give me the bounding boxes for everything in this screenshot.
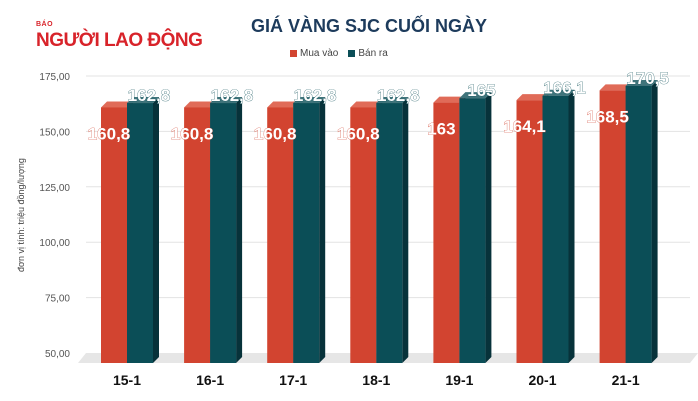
x-tick-label: 15-1 [113, 372, 141, 388]
bar-side [319, 97, 326, 363]
bar-side [568, 89, 575, 363]
legend-item-ban-ra: Bán ra [348, 48, 388, 59]
bar-side [402, 97, 409, 363]
y-tick-label: 175,00 [39, 72, 70, 83]
x-tick-label: 21-1 [612, 372, 640, 388]
data-label: 165 [467, 81, 495, 100]
bar-top [267, 101, 300, 108]
legend-label: Mua vào [300, 48, 339, 59]
logo-small: BÁO [36, 21, 54, 28]
bar-top [101, 101, 133, 108]
y-tick-label: 150,00 [39, 127, 70, 138]
legend-swatch [348, 49, 356, 57]
y-axis-label: đơn vị tính: triệu đồng/lượng [16, 158, 26, 272]
legend-label: Bán ra [358, 48, 388, 59]
x-tick-label: 20-1 [528, 372, 556, 388]
x-tick-label: 18-1 [362, 372, 390, 388]
x-tick-label: 16-1 [196, 372, 224, 388]
bar-top [350, 101, 383, 108]
bar-top [376, 97, 409, 104]
x-tick-label: 17-1 [279, 372, 307, 388]
y-tick-label: 100,00 [39, 238, 70, 249]
bar-ban-ra [625, 85, 652, 364]
bar-top [459, 92, 492, 99]
bar-ban-ra [127, 103, 153, 363]
logo-big: NGƯỜI LAO ĐỘNG [36, 30, 203, 51]
bar-top [542, 89, 575, 96]
legend: Mua vào Bán ra [290, 48, 388, 59]
bar-top [433, 96, 466, 103]
data-label: 162,8 [294, 86, 337, 105]
bar-mua-vao [350, 107, 377, 364]
data-label: 168,5 [586, 107, 629, 126]
data-label: 160,8 [171, 124, 214, 143]
data-label: 166,1 [543, 79, 586, 98]
bar-top [127, 97, 159, 104]
bar-ban-ra [293, 103, 320, 363]
bar-mua-vao [599, 90, 626, 364]
bar-mua-vao [516, 100, 543, 363]
y-tick-label: 75,00 [45, 294, 70, 305]
bar-side [485, 92, 492, 363]
bar-mua-vao [267, 107, 294, 364]
data-label: 160,8 [254, 124, 297, 143]
bar-mua-vao [433, 102, 460, 363]
y-tick-label: 50,00 [45, 349, 70, 360]
bar-top [599, 84, 632, 91]
bar-mua-vao [101, 107, 127, 364]
bar-top [210, 97, 243, 104]
data-label: 162,8 [128, 86, 171, 105]
data-label: 160,8 [88, 124, 131, 143]
x-tick-label: 19-1 [445, 372, 473, 388]
logo: BÁO NGƯỜI LAO ĐỘNG [36, 20, 203, 52]
data-label: 163 [427, 120, 455, 139]
data-label: 164,1 [503, 117, 546, 136]
legend-item-mua-vao: Mua vào [290, 48, 338, 59]
chart-title: GIÁ VÀNG SJC CUỐI NGÀY [250, 16, 488, 36]
bar-side [651, 79, 658, 364]
bar-side [153, 97, 159, 363]
data-label: 160,8 [337, 124, 380, 143]
y-tick-label: 125,00 [39, 183, 70, 194]
bar-ban-ra [376, 103, 403, 363]
bar-top [625, 79, 658, 86]
bar-mua-vao [184, 107, 211, 364]
bar-ban-ra [542, 95, 569, 363]
data-label: 162,8 [377, 86, 420, 105]
bar-side [236, 97, 243, 363]
legend-swatch [290, 49, 297, 57]
data-label: 170,5 [626, 69, 669, 88]
bar-top [184, 101, 217, 108]
bar-top [293, 97, 326, 104]
bar-top [516, 94, 549, 101]
bar-ban-ra [459, 98, 486, 363]
data-label: 162,8 [211, 86, 254, 105]
bar-ban-ra [210, 103, 237, 363]
